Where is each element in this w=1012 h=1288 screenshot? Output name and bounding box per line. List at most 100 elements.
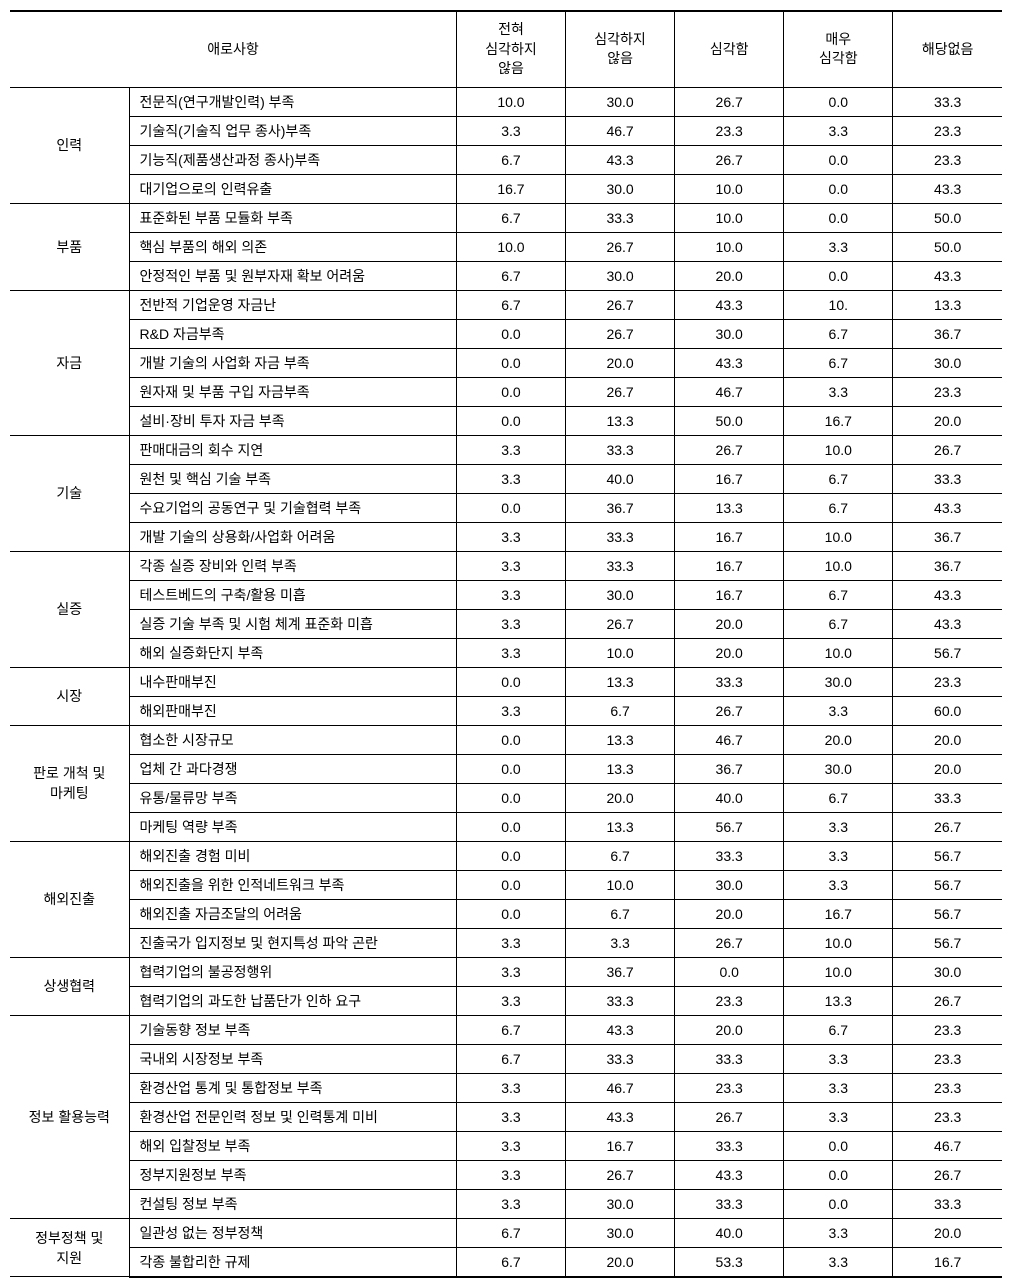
value-cell: 0.0 bbox=[456, 377, 565, 406]
item-cell: 해외진출 자금조달의 어려움 bbox=[129, 899, 456, 928]
header-col1: 전혀 심각하지 않음 bbox=[456, 11, 565, 87]
value-cell: 36.7 bbox=[893, 319, 1002, 348]
value-cell: 36.7 bbox=[675, 754, 784, 783]
value-cell: 6.7 bbox=[456, 145, 565, 174]
value-cell: 23.3 bbox=[893, 667, 1002, 696]
value-cell: 43.3 bbox=[893, 580, 1002, 609]
table-row: 개발 기술의 상용화/사업화 어려움3.333.316.710.036.7 bbox=[10, 522, 1002, 551]
value-cell: 50.0 bbox=[893, 232, 1002, 261]
value-cell: 33.3 bbox=[566, 986, 675, 1015]
value-cell: 43.3 bbox=[893, 174, 1002, 203]
table-row: 개발 기술의 사업화 자금 부족0.020.043.36.730.0 bbox=[10, 348, 1002, 377]
table-row: 핵심 부품의 해외 의존10.026.710.03.350.0 bbox=[10, 232, 1002, 261]
value-cell: 0.0 bbox=[784, 145, 893, 174]
table-row: 판로 개척 및 마케팅협소한 시장규모0.013.346.720.020.0 bbox=[10, 725, 1002, 754]
value-cell: 56.7 bbox=[893, 870, 1002, 899]
value-cell: 60.0 bbox=[893, 696, 1002, 725]
value-cell: 0.0 bbox=[456, 348, 565, 377]
value-cell: 26.7 bbox=[893, 986, 1002, 1015]
value-cell: 10.0 bbox=[675, 174, 784, 203]
value-cell: 0.0 bbox=[675, 957, 784, 986]
table-row: 각종 불합리한 규제6.720.053.33.316.7 bbox=[10, 1247, 1002, 1277]
value-cell: 13.3 bbox=[675, 493, 784, 522]
value-cell: 46.7 bbox=[675, 377, 784, 406]
table-header-row: 애로사항 전혀 심각하지 않음 심각하지 않음 심각함 매우 심각함 해당없음 bbox=[10, 11, 1002, 87]
item-cell: 기능직(제품생산과정 종사)부족 bbox=[129, 145, 456, 174]
value-cell: 23.3 bbox=[675, 986, 784, 1015]
value-cell: 13.3 bbox=[566, 812, 675, 841]
value-cell: 50.0 bbox=[675, 406, 784, 435]
value-cell: 43.3 bbox=[566, 145, 675, 174]
value-cell: 13.3 bbox=[566, 667, 675, 696]
value-cell: 40.0 bbox=[566, 464, 675, 493]
value-cell: 10.0 bbox=[675, 232, 784, 261]
value-cell: 16.7 bbox=[784, 899, 893, 928]
value-cell: 36.7 bbox=[893, 551, 1002, 580]
value-cell: 20.0 bbox=[675, 609, 784, 638]
value-cell: 10.0 bbox=[566, 870, 675, 899]
value-cell: 43.3 bbox=[566, 1102, 675, 1131]
item-cell: 개발 기술의 사업화 자금 부족 bbox=[129, 348, 456, 377]
value-cell: 10.0 bbox=[566, 638, 675, 667]
value-cell: 33.3 bbox=[566, 551, 675, 580]
value-cell: 26.7 bbox=[675, 87, 784, 116]
table-row: 설비·장비 투자 자금 부족0.013.350.016.720.0 bbox=[10, 406, 1002, 435]
value-cell: 30.0 bbox=[566, 580, 675, 609]
value-cell: 16.7 bbox=[566, 1131, 675, 1160]
category-cell: 정보 활용능력 bbox=[10, 1015, 129, 1218]
value-cell: 20.0 bbox=[566, 1247, 675, 1277]
value-cell: 3.3 bbox=[456, 928, 565, 957]
table-row: 해외판매부진3.36.726.73.360.0 bbox=[10, 696, 1002, 725]
item-cell: 해외진출을 위한 인적네트워크 부족 bbox=[129, 870, 456, 899]
value-cell: 26.7 bbox=[675, 435, 784, 464]
value-cell: 3.3 bbox=[456, 1189, 565, 1218]
item-cell: 해외 실증화단지 부족 bbox=[129, 638, 456, 667]
value-cell: 56.7 bbox=[893, 928, 1002, 957]
value-cell: 6.7 bbox=[784, 319, 893, 348]
value-cell: 23.3 bbox=[893, 1102, 1002, 1131]
table-row: 유통/물류망 부족0.020.040.06.733.3 bbox=[10, 783, 1002, 812]
item-cell: 정부지원정보 부족 bbox=[129, 1160, 456, 1189]
value-cell: 43.3 bbox=[893, 261, 1002, 290]
value-cell: 43.3 bbox=[675, 348, 784, 377]
table-row: 컨설팅 정보 부족3.330.033.30.033.3 bbox=[10, 1189, 1002, 1218]
value-cell: 50.0 bbox=[893, 203, 1002, 232]
value-cell: 26.7 bbox=[893, 1160, 1002, 1189]
value-cell: 43.3 bbox=[675, 1160, 784, 1189]
value-cell: 26.7 bbox=[566, 290, 675, 319]
value-cell: 33.3 bbox=[893, 87, 1002, 116]
value-cell: 46.7 bbox=[566, 1073, 675, 1102]
value-cell: 26.7 bbox=[675, 1102, 784, 1131]
table-row: 실증 기술 부족 및 시험 체계 표준화 미흡3.326.720.06.743.… bbox=[10, 609, 1002, 638]
value-cell: 3.3 bbox=[784, 1044, 893, 1073]
value-cell: 36.7 bbox=[893, 522, 1002, 551]
value-cell: 6.7 bbox=[456, 261, 565, 290]
value-cell: 30.0 bbox=[675, 319, 784, 348]
value-cell: 3.3 bbox=[456, 1102, 565, 1131]
value-cell: 36.7 bbox=[566, 493, 675, 522]
header-col3: 심각함 bbox=[675, 11, 784, 87]
table-row: 해외 실증화단지 부족3.310.020.010.056.7 bbox=[10, 638, 1002, 667]
value-cell: 46.7 bbox=[675, 725, 784, 754]
value-cell: 6.7 bbox=[456, 1015, 565, 1044]
category-cell: 자금 bbox=[10, 290, 129, 435]
value-cell: 3.3 bbox=[566, 928, 675, 957]
item-cell: 컨설팅 정보 부족 bbox=[129, 1189, 456, 1218]
value-cell: 10.0 bbox=[784, 928, 893, 957]
value-cell: 3.3 bbox=[784, 870, 893, 899]
value-cell: 33.3 bbox=[893, 464, 1002, 493]
value-cell: 3.3 bbox=[456, 696, 565, 725]
item-cell: 원천 및 핵심 기술 부족 bbox=[129, 464, 456, 493]
header-col2: 심각하지 않음 bbox=[566, 11, 675, 87]
value-cell: 10.0 bbox=[784, 435, 893, 464]
value-cell: 20.0 bbox=[893, 1218, 1002, 1247]
value-cell: 6.7 bbox=[784, 609, 893, 638]
value-cell: 20.0 bbox=[566, 783, 675, 812]
category-cell: 인력 bbox=[10, 87, 129, 203]
item-cell: 기술직(기술직 업무 종사)부족 bbox=[129, 116, 456, 145]
value-cell: 3.3 bbox=[784, 1247, 893, 1277]
value-cell: 3.3 bbox=[784, 1073, 893, 1102]
value-cell: 56.7 bbox=[893, 638, 1002, 667]
value-cell: 6.7 bbox=[784, 783, 893, 812]
value-cell: 26.7 bbox=[675, 696, 784, 725]
